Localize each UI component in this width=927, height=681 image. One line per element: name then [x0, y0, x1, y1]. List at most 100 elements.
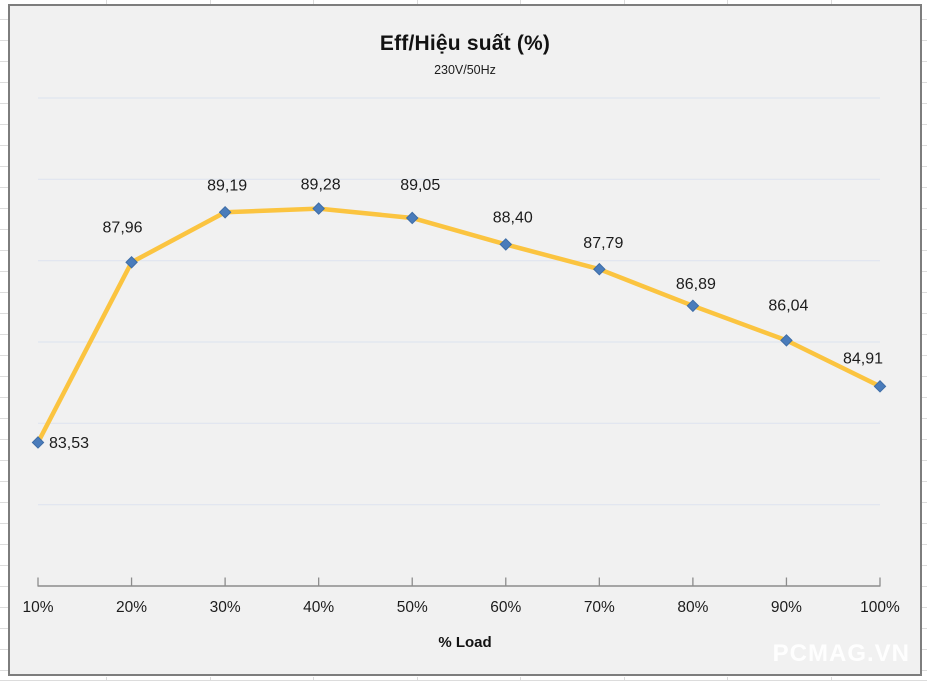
x-tick-label: 100% [860, 599, 900, 616]
sheet-gridline [0, 187, 8, 188]
data-label: 89,05 [400, 177, 440, 194]
sheet-gridline [727, 677, 728, 681]
sheet-gridline [0, 355, 8, 356]
sheet-gridline [0, 460, 8, 461]
sheet-gridline [0, 544, 8, 545]
sheet-gridline [922, 523, 927, 524]
data-label: 89,19 [207, 177, 247, 194]
data-point-marker [499, 238, 513, 251]
sheet-gridline [106, 0, 107, 4]
sheet-gridline [922, 166, 927, 167]
sheet-gridline [922, 607, 927, 608]
x-tick-label: 90% [771, 599, 802, 616]
data-point-marker [686, 299, 700, 313]
x-tick-label: 30% [210, 599, 241, 616]
sheet-gridline [922, 355, 927, 356]
sheet-gridline [922, 670, 927, 671]
data-label: 88,40 [493, 209, 533, 226]
x-tick-label: 80% [677, 599, 708, 616]
sheet-gridline [0, 481, 8, 482]
sheet-gridline [624, 677, 625, 681]
data-point-marker [31, 436, 45, 449]
sheet-gridline [922, 82, 927, 83]
sheet-gridline [922, 502, 927, 503]
x-tick-label: 70% [584, 599, 615, 616]
sheet-gridline [922, 649, 927, 650]
x-tick-label: 20% [116, 599, 147, 616]
sheet-gridline [0, 397, 8, 398]
data-point-marker [780, 334, 793, 347]
sheet-gridline [922, 481, 927, 482]
sheet-gridline [922, 313, 927, 314]
sheet-gridline [922, 586, 927, 587]
sheet-gridline [922, 292, 927, 293]
sheet-gridline [922, 460, 927, 461]
sheet-gridline [922, 334, 927, 335]
sheet-gridline [922, 271, 927, 272]
sheet-gridline [922, 397, 927, 398]
sheet-gridline [831, 0, 832, 4]
sheet-gridline [0, 103, 8, 104]
x-axis-title: % Load [438, 634, 492, 651]
sheet-gridline [0, 271, 8, 272]
sheet-gridline [0, 418, 8, 419]
plot-area: 10% 20% 30% 40% 50% 60% 70% 80% 90% 100% 83,53 87,9… [22, 97, 900, 616]
sheet-gridline [0, 208, 8, 209]
sheet-gridline [922, 250, 927, 251]
sheet-gridline [0, 292, 8, 293]
sheet-gridline [0, 145, 8, 146]
sheet-gridline [922, 439, 927, 440]
sheet-gridline [313, 0, 314, 4]
sheet-gridline [0, 649, 8, 650]
sheet-gridline [0, 376, 8, 377]
sheet-gridline [0, 82, 8, 83]
series-line [35, 206, 883, 445]
chart: Eff/Hiệu suất (%) 230V/50Hz 10% 20% 30% 40%… [8, 4, 922, 676]
data-point-marker [593, 262, 606, 276]
data-label: 89,28 [301, 177, 341, 194]
sheet-gridline [922, 229, 927, 230]
sheet-gridline [210, 677, 211, 681]
sheet-gridline [106, 677, 107, 681]
data-label: 84,91 [843, 350, 883, 367]
sheet-gridline [0, 439, 8, 440]
sheet-gridline [0, 313, 8, 314]
chart-title: Eff/Hiệu suất (%) [379, 32, 551, 55]
sheet-gridline [922, 40, 927, 41]
sheet-gridline [624, 0, 625, 4]
sheet-gridline [831, 677, 832, 681]
sheet-gridline [922, 145, 927, 146]
sheet-gridline [922, 103, 927, 104]
data-point-marker [312, 202, 325, 215]
sheet-gridline [0, 229, 8, 230]
x-tick-label: 10% [22, 599, 53, 616]
x-tick-label: 50% [397, 599, 428, 616]
sheet-gridline [417, 677, 418, 681]
sheet-gridline [210, 0, 211, 4]
sheet-gridline [922, 565, 927, 566]
sheet-gridline [0, 124, 8, 125]
sheet-gridline [0, 523, 8, 524]
sheet-gridline [922, 628, 927, 629]
sheet-gridline [520, 0, 521, 4]
sheet-gridline [313, 677, 314, 681]
data-label: 86,04 [768, 297, 808, 314]
x-tick-label: 60% [490, 599, 521, 616]
sheet-gridline [922, 376, 927, 377]
data-label: 86,89 [676, 276, 716, 293]
sheet-gridline [0, 250, 8, 251]
sheet-gridline [727, 0, 728, 4]
sheet-gridline [0, 565, 8, 566]
data-point-marker [125, 255, 138, 269]
sheet-gridline [0, 19, 8, 20]
sheet-gridline [0, 502, 8, 503]
sheet-gridline [0, 40, 8, 41]
data-point-marker [218, 205, 232, 219]
data-point-marker [405, 211, 419, 225]
sheet-gridline [0, 607, 8, 608]
sheet-gridline [0, 334, 8, 335]
sheet-gridline [0, 61, 8, 62]
sheet-gridline [922, 418, 927, 419]
sheet-gridline [520, 677, 521, 681]
